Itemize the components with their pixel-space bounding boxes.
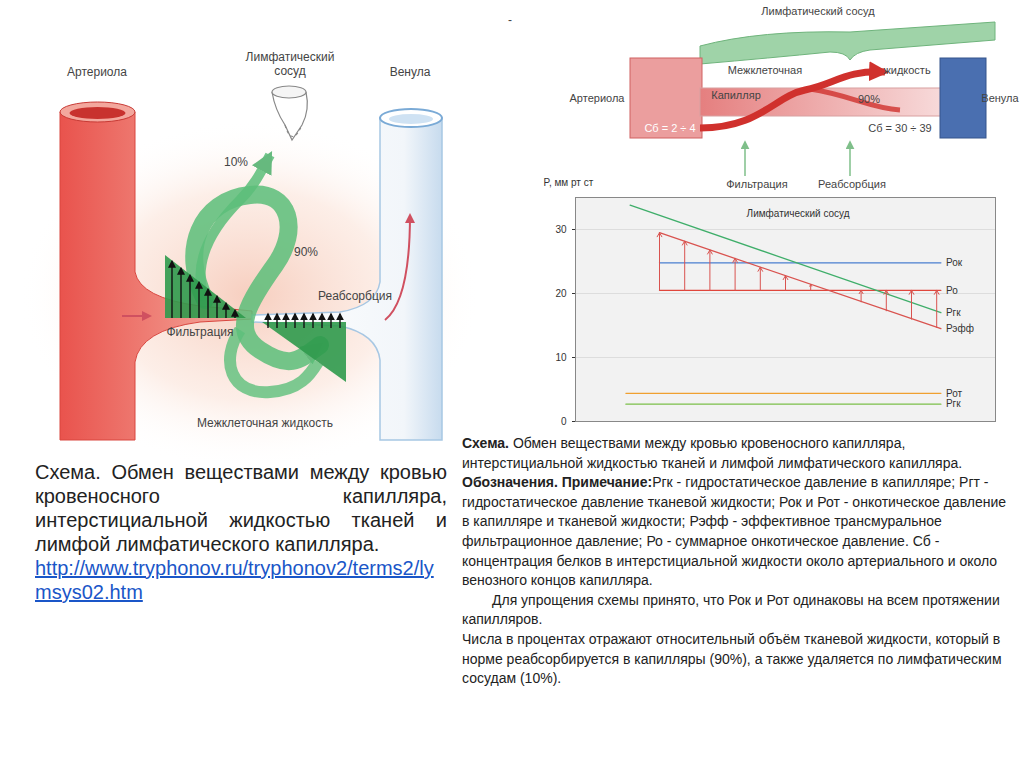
svg-text:Сб = 30 ÷ 39: Сб = 30 ÷ 39 bbox=[868, 122, 931, 134]
svg-text:жидкость: жидкость bbox=[883, 64, 931, 76]
svg-text:Ргк: Ргк bbox=[946, 307, 961, 318]
svg-text:90%: 90% bbox=[858, 93, 880, 105]
svg-text:Сб = 2 ÷ 4: Сб = 2 ÷ 4 bbox=[644, 122, 695, 134]
svg-text:сосуд: сосуд bbox=[274, 64, 305, 78]
svg-text:Реабсорбция: Реабсорбция bbox=[818, 178, 886, 190]
html-text:http://www.tryphonov.ru/trypho: http://www.tryphonov.ru/tryphonov2/terms… bbox=[35, 557, 434, 603]
svg-text:Межклеточная жидкость: Межклеточная жидкость bbox=[197, 416, 333, 430]
svg-text:Рэфф: Рэфф bbox=[946, 323, 974, 334]
svg-text:Рок: Рок bbox=[946, 257, 963, 268]
svg-text:Реабсорбция: Реабсорбция bbox=[318, 289, 392, 303]
svg-text:Ргк: Ргк bbox=[946, 398, 961, 409]
svg-text:Капилляр: Капилляр bbox=[711, 89, 761, 101]
html-text:Схема. Обмен веществами между: Схема. Обмен веществами между кровью кро… bbox=[35, 461, 447, 555]
svg-text:Рот: Рот bbox=[946, 388, 963, 399]
html-text:Для упрощения схемы принято, ч: Для упрощения схемы принято, что Рок и Р… bbox=[462, 591, 1000, 628]
svg-text:Фильтрация: Фильтрация bbox=[166, 325, 233, 339]
svg-text:10: 10 bbox=[555, 352, 567, 363]
html-text:Обозначения. Примечание: Ргк -: Обозначения. Примечание: Ргк - гидростат… bbox=[462, 474, 1007, 589]
svg-text:P, мм рт ст: P, мм рт ст bbox=[544, 177, 594, 188]
svg-text:90%: 90% bbox=[294, 245, 318, 259]
svg-text:Лимфатический сосуд: Лимфатический сосуд bbox=[761, 5, 875, 17]
svg-text:30: 30 bbox=[555, 224, 567, 235]
html-text:Числа в процентах отражают отн: Числа в процентах отражают относительный… bbox=[462, 630, 1002, 687]
svg-text:Межклеточная: Межклеточная bbox=[728, 64, 802, 76]
svg-text:-: - bbox=[508, 13, 512, 27]
html-text:Схема. Обмен веществами между: Схема. Обмен веществами между кровью кро… bbox=[462, 435, 963, 471]
svg-text:20: 20 bbox=[555, 288, 567, 299]
svg-text:Венула: Венула bbox=[981, 92, 1019, 104]
svg-text:Артериола: Артериола bbox=[570, 92, 626, 104]
svg-text:Лимфатический сосуд: Лимфатический сосуд bbox=[747, 208, 850, 219]
svg-text:Ро: Ро bbox=[946, 285, 958, 296]
svg-text:Артериола: Артериола bbox=[67, 65, 127, 79]
svg-text:0: 0 bbox=[561, 416, 567, 427]
svg-text:Фильтрация: Фильтрация bbox=[726, 178, 788, 190]
svg-text:10%: 10% bbox=[224, 155, 248, 169]
svg-text:Венула: Венула bbox=[390, 65, 431, 79]
svg-text:Лимфатический: Лимфатический bbox=[246, 50, 335, 64]
